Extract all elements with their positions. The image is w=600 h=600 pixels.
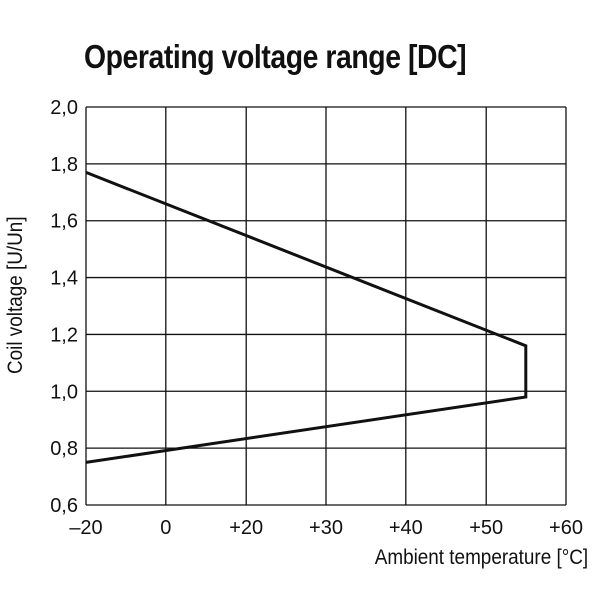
- x-tick-label: 0: [160, 517, 171, 539]
- x-tick-label: +40: [389, 517, 423, 539]
- y-tick-label: 1,8: [50, 154, 78, 176]
- chart-title: Operating voltage range [DC]: [84, 38, 467, 75]
- x-tick-label: +20: [229, 517, 263, 539]
- y-tick-label: 1,0: [50, 381, 78, 403]
- y-tick-label: 0,6: [50, 495, 78, 517]
- y-tick-label: 0,8: [50, 438, 78, 460]
- voltage-range-line: [85, 171, 528, 464]
- y-tick-label: 1,6: [50, 211, 78, 233]
- y-tick-label: 2,0: [50, 97, 78, 119]
- x-tick-label: +50: [469, 517, 503, 539]
- y-tick-label: 1,4: [50, 268, 78, 290]
- x-axis-label: Ambient temperature [°C]: [374, 546, 588, 569]
- y-tick-label: 1,2: [50, 324, 78, 346]
- x-tick-label: +30: [309, 517, 343, 539]
- x-tick-label: +60: [549, 517, 583, 539]
- x-tick-label: –20: [69, 517, 102, 539]
